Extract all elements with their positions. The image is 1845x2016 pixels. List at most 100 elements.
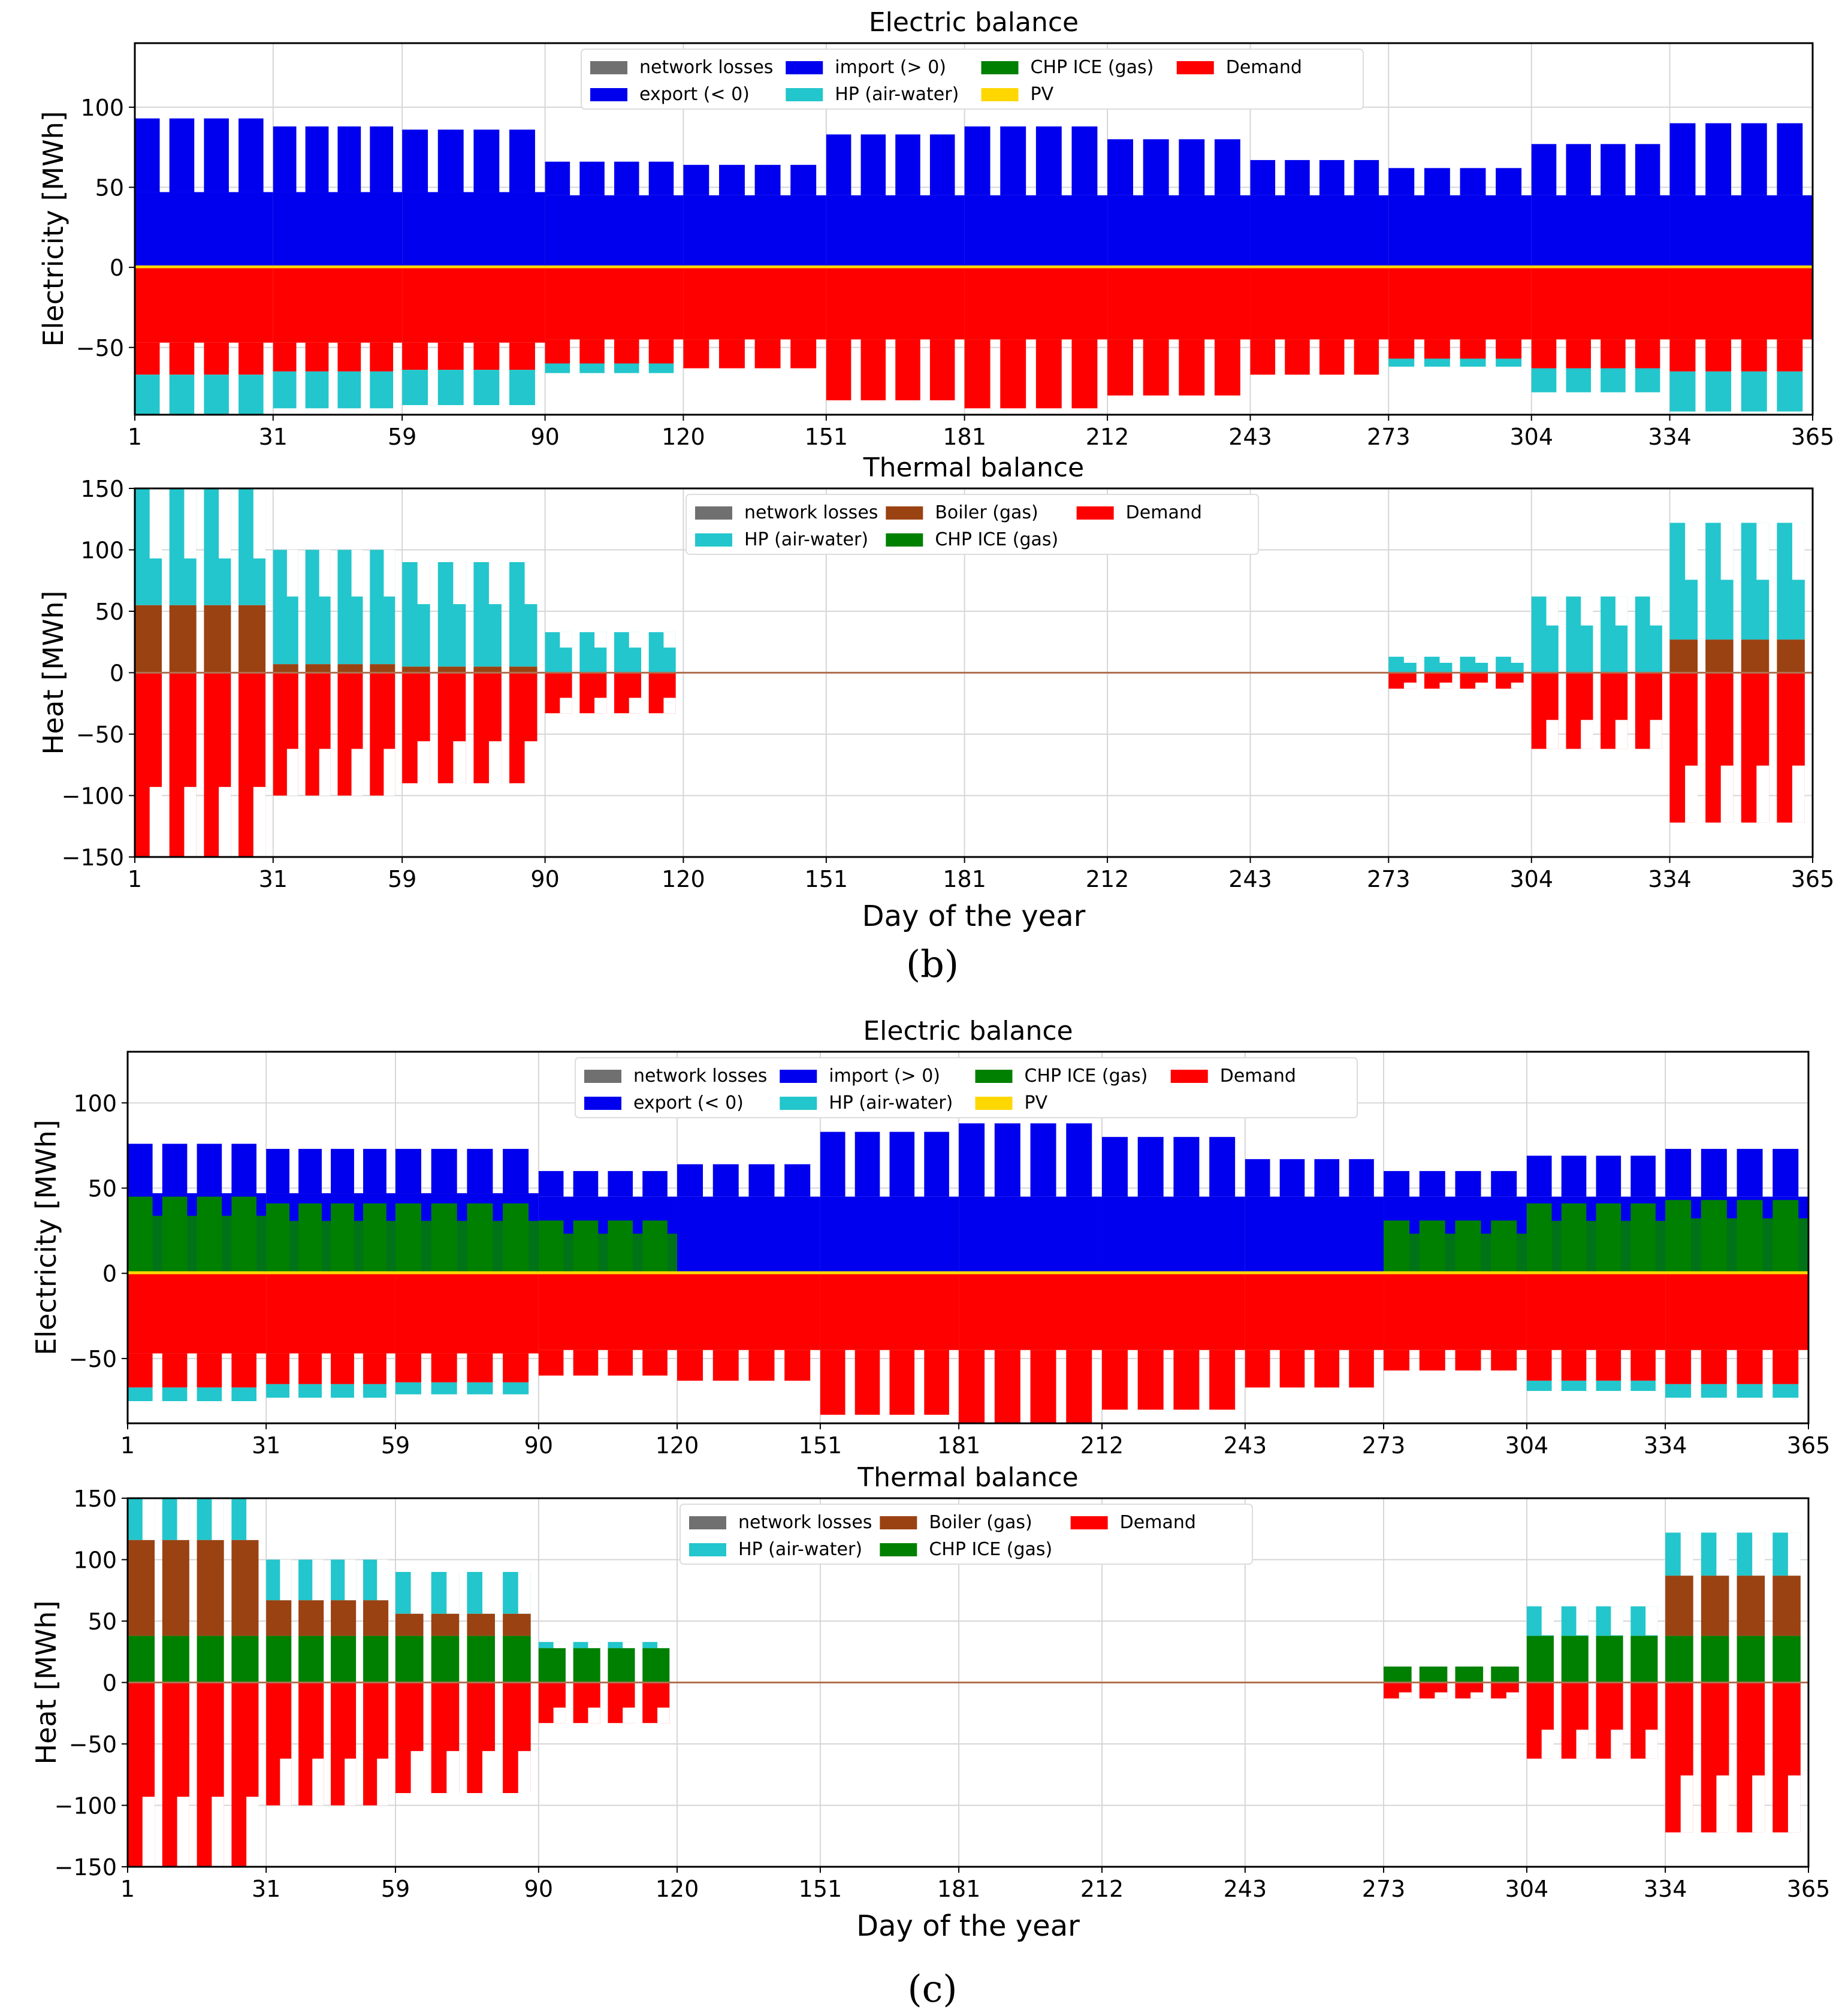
bar-notch	[142, 1498, 155, 1540]
bar-import-base	[402, 192, 545, 268]
legend-swatch	[786, 88, 823, 101]
bar-boiler	[473, 666, 502, 673]
bar-notch	[142, 1797, 155, 1867]
bar-hp-export	[266, 1384, 290, 1398]
bar-import-base	[1101, 1196, 1245, 1273]
bar-notch	[1752, 1775, 1765, 1833]
bar-hp-export	[402, 370, 428, 405]
bar-notch	[384, 749, 395, 796]
bar-notch	[560, 698, 572, 714]
bar-chp-base	[538, 1233, 678, 1273]
bar-pv	[1531, 265, 1670, 268]
legend-frame	[575, 1057, 1358, 1118]
bar-import-peak	[719, 165, 745, 195]
bar-demand-peak	[1630, 1350, 1656, 1381]
x-tick-label: 120	[656, 1432, 699, 1459]
bar-import-peak	[1741, 123, 1767, 195]
bar-chp	[128, 1635, 155, 1683]
bar-notch	[1403, 683, 1417, 689]
bar-notch	[482, 1572, 495, 1614]
bar-hp-export	[1460, 358, 1486, 367]
bar-import-peak	[1635, 144, 1660, 195]
chart-c-thermal: 1 31 59 90 120 151 181 212 243 273 304 334 365 −150 −1…	[30, 1462, 1830, 1943]
bar-pv	[402, 265, 545, 268]
bar-demand-peak	[784, 1350, 811, 1381]
chart-title: Thermal balance	[857, 1462, 1078, 1493]
bar-pv	[135, 265, 273, 268]
y-axis-label: Electricity [MWh]	[37, 111, 70, 346]
bar-chp	[1665, 1635, 1693, 1683]
bar-notch	[1611, 1606, 1623, 1635]
bar-demand-base	[683, 267, 826, 340]
legend-label: import (> 0)	[835, 57, 946, 78]
bar-notch	[1581, 720, 1593, 749]
y-tick-label: 0	[102, 1670, 117, 1697]
bar-notch	[1680, 1775, 1693, 1833]
bar-import-peak	[431, 1149, 457, 1194]
bar-demand-peak	[1741, 339, 1767, 372]
bar-notch	[553, 1641, 566, 1649]
x-tick-label: 151	[799, 1876, 843, 1902]
bar-hp-export	[128, 1387, 153, 1402]
bar-demand-peak	[1669, 339, 1696, 372]
bar-demand-base	[1101, 1273, 1245, 1350]
bar-import-peak	[929, 134, 955, 195]
bar-pv	[1388, 265, 1532, 268]
bar-import-peak	[1460, 168, 1486, 195]
bar-chp	[395, 1635, 424, 1683]
bar-import-peak	[1455, 1171, 1481, 1197]
bar-chp	[298, 1635, 324, 1683]
bar-demand-peak	[642, 1350, 668, 1376]
bar-hp-export	[648, 363, 674, 373]
bar-notch	[1615, 720, 1628, 749]
bar-notch	[184, 488, 197, 559]
y-tick-label: 100	[80, 538, 124, 564]
bar-notch	[377, 1559, 389, 1601]
bar-hp-export	[305, 371, 329, 409]
bar-pv	[128, 1271, 267, 1273]
y-tick-label: 100	[73, 1090, 117, 1116]
bar-import-peak	[1250, 160, 1276, 195]
bar-notch	[253, 787, 266, 857]
bar-demand-peak	[467, 1353, 493, 1383]
x-tick-label: 181	[943, 424, 986, 450]
bar-demand-peak	[1419, 1350, 1445, 1371]
y-tick-label: 50	[95, 175, 124, 201]
bar-notch	[246, 1797, 259, 1867]
bar-demand-base	[128, 1273, 267, 1354]
bar-demand-peak	[1566, 339, 1591, 369]
bar-import-peak	[238, 118, 264, 192]
bar-pv	[273, 265, 403, 268]
bar-demand-peak	[929, 339, 955, 400]
legend-label: CHP ICE (gas)	[1025, 1066, 1148, 1087]
bar-notch	[319, 749, 331, 796]
bar-chp	[363, 1635, 389, 1683]
chart-title: Thermal balance	[863, 452, 1084, 483]
bar-boiler	[509, 666, 538, 673]
bar-demand-peak	[431, 1353, 457, 1383]
x-tick-label: 151	[805, 424, 848, 450]
legend-frame	[686, 494, 1259, 555]
x-tick-label: 120	[662, 866, 705, 892]
bar-import-peak	[135, 118, 160, 192]
bar-chp	[1384, 1666, 1412, 1683]
legend-swatch	[780, 1070, 817, 1083]
bar-hp-export	[1531, 368, 1557, 393]
bar-notch	[1645, 1606, 1658, 1635]
legend-swatch	[590, 88, 627, 101]
bar-notch	[149, 488, 162, 559]
bar-import-peak	[1354, 160, 1379, 195]
legend: network losses export (< 0) import (> 0) HP…	[581, 49, 1364, 110]
x-tick-label: 304	[1510, 424, 1554, 450]
legend-swatch	[695, 506, 732, 520]
bar-boiler	[395, 1613, 424, 1636]
bar-demand-peak	[545, 339, 570, 364]
bar-chp	[1737, 1635, 1765, 1683]
bar-notch	[1720, 523, 1734, 580]
y-tick-label: −50	[69, 1346, 117, 1372]
bar-import-base	[959, 1196, 1102, 1273]
bar-import-peak	[1279, 1159, 1305, 1197]
y-axis-label: Heat [MWh]	[30, 1601, 62, 1765]
x-tick-label: 31	[252, 1432, 280, 1459]
legend-swatch	[975, 1097, 1013, 1110]
